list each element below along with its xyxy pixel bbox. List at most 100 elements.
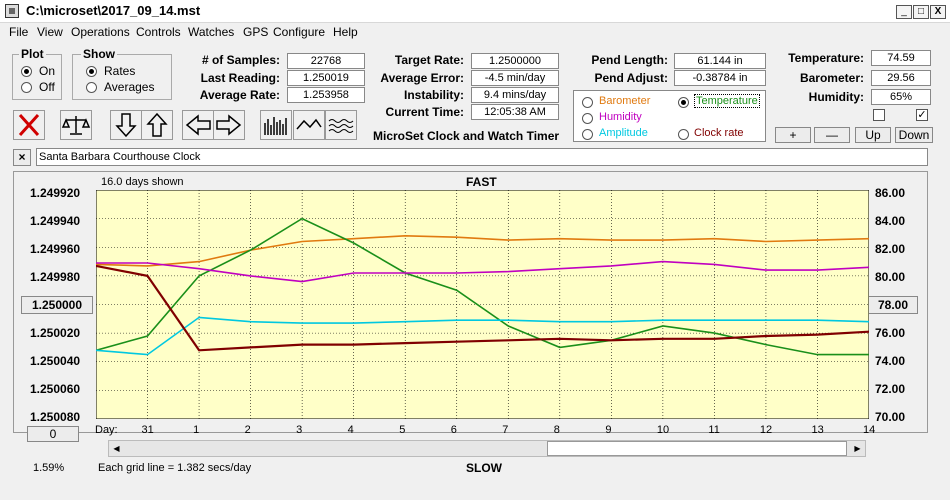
scroll-left-arrow[interactable]: ◀ (113, 444, 120, 453)
series-line-barometer (96, 234, 869, 267)
menu-help[interactable]: Help (333, 25, 358, 39)
wave-icon (296, 118, 322, 130)
app-caption: MicroSet Clock and Watch Timer (373, 129, 560, 143)
day-tick-label: 7 (502, 424, 509, 436)
plot-on-radio[interactable] (21, 66, 32, 77)
samples-label: # of Samples: (201, 53, 280, 67)
menu-gps[interactable]: GPS (243, 25, 269, 39)
bars-icon (264, 117, 287, 135)
series-line-temperature (96, 217, 869, 356)
day-label: Day: (95, 424, 118, 436)
left-tick: 1.249980 (30, 270, 81, 284)
day-tick-label: 6 (450, 424, 457, 436)
plot-group: Plot On Off (12, 47, 62, 100)
flat-wave-icon (328, 119, 354, 133)
barometer-radio[interactable] (582, 97, 593, 108)
day-tick-label: 13 (811, 424, 824, 436)
humidity-radio[interactable] (582, 113, 593, 124)
barometer-label: Barometer: (799, 71, 864, 85)
menu-view[interactable]: View (37, 25, 63, 39)
right-tick: 70.00 (875, 410, 906, 424)
scale-icon (61, 116, 91, 135)
rate-chart[interactable] (96, 190, 869, 419)
arrow-left-icon (185, 114, 211, 136)
minus-button[interactable]: — (814, 127, 850, 143)
temperature-option: Temperature (694, 94, 760, 108)
instability-label: Instability: (403, 88, 464, 102)
day-tick-label: 2 (244, 424, 251, 436)
up-button[interactable]: Up (855, 127, 891, 143)
scroll-right-button[interactable] (213, 110, 245, 140)
arrow-up-icon (146, 112, 168, 137)
menu-controls[interactable]: Controls (136, 25, 181, 39)
rate-up-button[interactable] (141, 110, 173, 140)
day-tick-label: 8 (553, 424, 560, 436)
rate-down-button[interactable] (110, 110, 142, 140)
wave-view-button[interactable] (293, 110, 325, 140)
pend-length-value[interactable]: 61.144 in (674, 53, 766, 69)
center-temp-button[interactable]: 78.00 (868, 296, 918, 314)
left-tick: 1.250080 (30, 410, 81, 424)
clock-name-field[interactable]: Santa Barbara Courthouse Clock (36, 148, 928, 166)
clock-rate-radio[interactable] (678, 129, 689, 140)
menu-watches[interactable]: Watches (188, 25, 235, 39)
series-line-clock-rate (96, 264, 869, 352)
time-scrollbar[interactable]: ◀ ▶ (108, 440, 866, 457)
humidity-option: Humidity (599, 111, 642, 123)
scroll-right-arrow[interactable]: ▶ (854, 444, 861, 453)
app-icon[interactable] (5, 4, 19, 18)
fast-label: FAST (466, 175, 497, 189)
last-reading-label: Last Reading: (200, 71, 280, 85)
current-time-label: Current Time: (385, 105, 464, 119)
cancel-icon (18, 113, 40, 137)
left-tick: 1.249960 (30, 242, 81, 256)
series-line-amplitude (96, 316, 869, 356)
day-tick-label: 11 (708, 424, 720, 436)
center-rate-button[interactable]: 1.250000 (21, 296, 93, 314)
day-tick-label: 3 (296, 424, 303, 436)
series-line-humidity (96, 260, 869, 283)
offset-button[interactable]: 0 (27, 426, 79, 442)
right-tick: 74.00 (875, 354, 906, 368)
left-tick: 1.250040 (30, 354, 81, 368)
humidity-value: 65% (871, 89, 931, 105)
day-tick-label: 9 (605, 424, 612, 436)
instability-value: 9.4 mins/day (471, 87, 559, 103)
amplitude-radio[interactable] (582, 129, 593, 140)
right-tick: 80.00 (875, 270, 906, 284)
target-rate-value[interactable]: 1.2500000 (471, 53, 559, 69)
barometer-value: 29.56 (871, 70, 931, 86)
down-button[interactable]: Down (895, 127, 933, 143)
balance-button[interactable] (60, 110, 92, 140)
scroll-thumb[interactable] (547, 441, 847, 456)
temperature-radio[interactable] (678, 97, 689, 108)
flat-view-button[interactable] (325, 110, 357, 140)
show-averages-radio[interactable] (86, 82, 97, 93)
left-tick: 1.250020 (30, 326, 81, 340)
bars-view-button[interactable] (260, 110, 292, 140)
last-reading-value: 1.250019 (287, 70, 365, 86)
target-rate-label: Target Rate: (394, 53, 464, 67)
show-group: Show Rates Averages (72, 47, 172, 100)
clock-rate-option: Clock rate (694, 127, 744, 139)
average-error-label: Average Error: (380, 71, 464, 85)
option-checkbox-1[interactable] (873, 109, 885, 121)
clock-close-button[interactable]: × (13, 149, 31, 166)
minimize-button[interactable]: _ (896, 5, 912, 19)
plot-off-radio[interactable] (21, 82, 32, 93)
menu-configure[interactable]: Configure (273, 25, 326, 39)
plus-button[interactable]: + (775, 127, 811, 143)
scroll-left-button[interactable] (182, 110, 214, 140)
right-tick: 76.00 (875, 326, 906, 340)
menu-operations[interactable]: Operations (71, 25, 130, 39)
cancel-button[interactable] (13, 110, 45, 140)
close-button[interactable]: X (930, 5, 946, 19)
option-checkbox-2[interactable]: ✓ (916, 109, 928, 121)
humidity-label: Humidity: (808, 90, 864, 104)
menu-file[interactable]: File (9, 25, 29, 39)
show-rates-radio[interactable] (86, 66, 97, 77)
maximize-button[interactable]: □ (913, 5, 929, 19)
show-averages-label: Averages (104, 80, 155, 94)
show-group-title: Show (81, 47, 117, 61)
amplitude-option: Amplitude (599, 127, 648, 139)
